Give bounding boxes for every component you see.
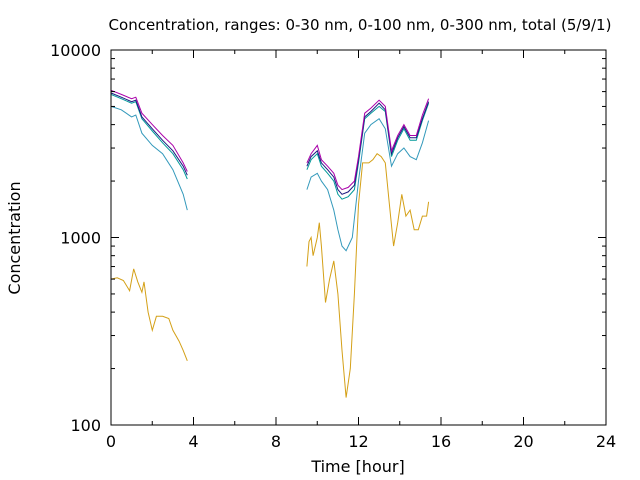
x-tick-label: 20 (513, 432, 533, 451)
x-tick-label: 8 (271, 432, 281, 451)
x-tick-label: 16 (431, 432, 451, 451)
series-1-segment-1 (306, 117, 430, 252)
series-1-segment-0 (110, 105, 188, 211)
series-0-segment-1 (306, 153, 430, 398)
x-axis: 0 4 8 12 16 20 24 (106, 50, 616, 451)
x-tick-label: 4 (188, 432, 198, 451)
y-axis-label: Concentration (5, 181, 24, 294)
plot-lines (110, 89, 430, 398)
series-2-segment-1 (306, 103, 430, 200)
x-tick-label: 12 (348, 432, 368, 451)
chart-title: Concentration, ranges: 0-30 nm, 0-100 nm… (109, 16, 612, 34)
series-0-segment-0 (110, 268, 188, 361)
y-axis: 100 1000 10000 (50, 41, 606, 435)
x-axis-label: Time [hour] (310, 457, 404, 476)
series-2-segment-0 (110, 93, 188, 180)
x-tick-label: 0 (106, 432, 116, 451)
series-4-segment-1 (306, 98, 430, 191)
y-tick-label: 10000 (50, 41, 101, 60)
plot-frame (110, 49, 607, 426)
series-4-segment-0 (110, 89, 188, 172)
series-3-segment-0 (110, 92, 188, 176)
x-tick-label: 24 (596, 432, 616, 451)
y-tick-label: 1000 (60, 229, 101, 248)
y-tick-label: 100 (70, 416, 101, 435)
